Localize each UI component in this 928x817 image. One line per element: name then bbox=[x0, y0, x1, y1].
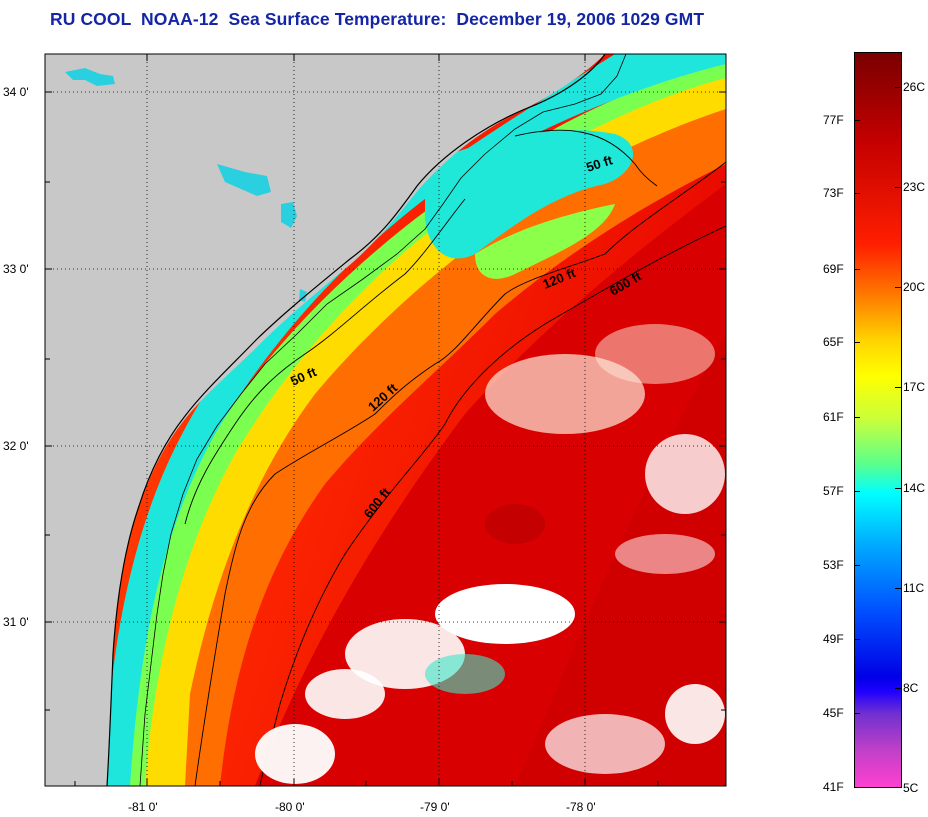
colorbar-tick bbox=[895, 488, 901, 489]
inland-lake bbox=[65, 68, 115, 86]
latitude-label: 34 0' bbox=[3, 85, 29, 99]
colorbar-tick bbox=[854, 269, 860, 270]
colorbar-tick bbox=[854, 491, 860, 492]
sst-map[interactable]: 50 ft 120 ft 600 ft 50 ft 120 ft 600 ft bbox=[45, 54, 726, 786]
nearshore-cyan bbox=[105, 54, 726, 786]
colorbar-tick bbox=[854, 120, 860, 121]
colorbar-tick bbox=[895, 387, 901, 388]
longitude-label: -81 0' bbox=[128, 800, 158, 814]
colorbar-fahrenheit-label: 65F bbox=[823, 335, 844, 349]
graticule bbox=[45, 54, 726, 786]
map-title: RU COOL NOAA-12 Sea Surface Temperature:… bbox=[50, 9, 705, 29]
colorbar-celsius-label: 17C bbox=[903, 380, 926, 394]
colorbar-celsius-label: 26C bbox=[903, 80, 926, 94]
colorbar-fahrenheit-label: 57F bbox=[823, 484, 844, 498]
coastline bbox=[106, 54, 606, 786]
colorbar-celsius-label: 8C bbox=[903, 681, 919, 695]
latitude-label: 31 0' bbox=[3, 615, 29, 629]
colorbar-tick bbox=[854, 713, 860, 714]
inland-lake bbox=[299, 289, 307, 302]
colorbar-celsius-label: 11C bbox=[903, 581, 925, 595]
colorbar-fahrenheit-label: 45F bbox=[823, 706, 844, 720]
isobath-50ft bbox=[184, 129, 658, 525]
barrier-coastline bbox=[139, 54, 627, 786]
colorbar-celsius-label: 20C bbox=[903, 280, 926, 294]
colorbar-fahrenheit-label: 61F bbox=[823, 410, 844, 424]
latitude-label: 32 0' bbox=[3, 439, 29, 453]
colorbar-fahrenheit-label: 69F bbox=[823, 262, 844, 276]
colorbar-tick bbox=[854, 417, 860, 418]
colorbar-fahrenheit-label: 77F bbox=[823, 113, 844, 127]
latitude-label: 33 0' bbox=[3, 262, 29, 276]
colorbar-tick bbox=[854, 193, 860, 194]
colorbar-tick bbox=[895, 287, 901, 288]
colorbar-fahrenheit-label: 53F bbox=[823, 558, 844, 572]
longitude-label: -79 0' bbox=[420, 800, 450, 814]
colorbar-celsius-label: 5C bbox=[903, 781, 919, 795]
isobath-120ft bbox=[194, 161, 726, 786]
colorbar-tick bbox=[854, 639, 860, 640]
temperature-colorbar bbox=[854, 52, 902, 788]
inland-lake bbox=[281, 202, 297, 228]
colorbar-tick bbox=[854, 342, 860, 343]
colorbar-tick bbox=[895, 87, 901, 88]
isobath-600ft bbox=[259, 225, 726, 786]
longitude-label: -80 0' bbox=[275, 800, 305, 814]
inland-lake bbox=[217, 164, 271, 196]
colorbar-tick bbox=[854, 565, 860, 566]
colorbar-celsius-label: 23C bbox=[903, 180, 926, 194]
cloud-cover bbox=[255, 324, 725, 784]
cape-fear-green-lobe bbox=[475, 204, 615, 279]
colorbar-fahrenheit-label: 41F bbox=[823, 780, 844, 794]
colorbar-tick bbox=[895, 688, 901, 689]
colorbar-tick bbox=[895, 187, 901, 188]
colorbar-fahrenheit-label: 73F bbox=[823, 186, 844, 200]
colorbar-tick bbox=[895, 588, 901, 589]
longitude-label: -78 0' bbox=[566, 800, 596, 814]
land-mass bbox=[45, 54, 605, 786]
green-band bbox=[115, 62, 726, 786]
colorbar-celsius-label: 14C bbox=[903, 481, 926, 495]
colorbar-fahrenheit-label: 49F bbox=[823, 632, 844, 646]
